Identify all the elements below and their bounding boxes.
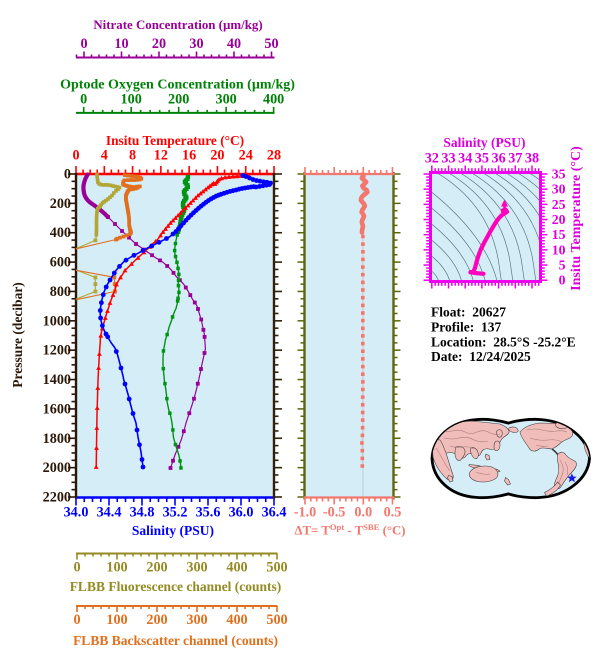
svg-text:1600: 1600 — [43, 401, 71, 417]
svg-text:36: 36 — [492, 151, 506, 167]
svg-text:4: 4 — [101, 148, 108, 164]
svg-text:35.2: 35.2 — [163, 505, 188, 521]
svg-text:24: 24 — [239, 148, 253, 164]
svg-text:36.0: 36.0 — [229, 505, 254, 521]
svg-text:2200: 2200 — [43, 489, 71, 505]
svg-text:-1.0: -1.0 — [294, 505, 316, 521]
svg-text:Salinity (PSU): Salinity (PSU) — [443, 135, 525, 150]
svg-text:0: 0 — [73, 612, 80, 628]
svg-text:0: 0 — [80, 92, 87, 108]
svg-text:0: 0 — [73, 560, 80, 576]
svg-text:10: 10 — [552, 242, 566, 257]
svg-text:10: 10 — [114, 36, 128, 52]
svg-text:600: 600 — [50, 255, 71, 271]
svg-text:0: 0 — [559, 273, 566, 288]
svg-text:30: 30 — [552, 182, 566, 197]
svg-text:0: 0 — [80, 36, 87, 52]
svg-text:Optode Oxygen Concentration (µ: Optode Oxygen Concentration (µm/kg) — [60, 78, 295, 93]
svg-text:0.0: 0.0 — [354, 505, 372, 521]
svg-text:30: 30 — [189, 36, 203, 52]
svg-text:500: 500 — [266, 612, 287, 628]
svg-text:40: 40 — [227, 36, 241, 52]
svg-text:0: 0 — [64, 167, 71, 183]
svg-text:300: 300 — [215, 92, 236, 108]
svg-text:100: 100 — [106, 560, 127, 576]
svg-text:35: 35 — [552, 166, 566, 181]
svg-text:33: 33 — [441, 151, 455, 167]
svg-text:400: 400 — [263, 92, 284, 108]
svg-text:400: 400 — [50, 225, 71, 241]
svg-text:Profile: 137: Profile: 137 — [431, 319, 501, 334]
svg-text:34.4: 34.4 — [97, 505, 122, 521]
svg-text:Nitrate Concentration (µm/kg): Nitrate Concentration (µm/kg) — [93, 18, 262, 32]
svg-text:32: 32 — [425, 151, 439, 167]
svg-text:2000: 2000 — [43, 460, 71, 476]
svg-text:1400: 1400 — [43, 372, 71, 388]
svg-text:34: 34 — [458, 151, 472, 167]
svg-text:0: 0 — [72, 148, 79, 164]
svg-text:100: 100 — [121, 92, 142, 108]
svg-text:1800: 1800 — [43, 431, 71, 447]
svg-text:1000: 1000 — [43, 313, 71, 329]
svg-text:FLBB Backscatter channel (coun: FLBB Backscatter channel (counts) — [73, 633, 278, 648]
svg-text:8: 8 — [129, 148, 136, 164]
svg-text:200: 200 — [146, 560, 167, 576]
svg-text:38: 38 — [525, 151, 539, 167]
svg-text:36.4: 36.4 — [262, 505, 287, 521]
svg-text:Insitu Temperature (°C): Insitu Temperature (°C) — [569, 146, 584, 291]
svg-text:34.8: 34.8 — [130, 505, 155, 521]
svg-text:Insitu Temperature (°C): Insitu Temperature (°C) — [106, 133, 244, 148]
svg-text:12: 12 — [154, 148, 168, 164]
svg-text:100: 100 — [106, 612, 127, 628]
svg-text:16: 16 — [182, 148, 196, 164]
svg-text:Pressure (decibar): Pressure (decibar) — [10, 282, 25, 388]
svg-text:Float: 20627: Float: 20627 — [431, 305, 506, 320]
svg-text:-0.5: -0.5 — [323, 505, 345, 521]
svg-text:Location: 28.5°S -25.2°E: Location: 28.5°S -25.2°E — [431, 334, 576, 349]
svg-text:1200: 1200 — [43, 343, 71, 359]
svg-text:800: 800 — [50, 284, 71, 300]
svg-text:20: 20 — [152, 36, 166, 52]
svg-text:200: 200 — [50, 196, 71, 212]
svg-text:5: 5 — [559, 257, 566, 272]
svg-text:20: 20 — [552, 212, 566, 227]
svg-text:34.0: 34.0 — [64, 505, 89, 521]
svg-text:FLBB Fluorescence channel (cou: FLBB Fluorescence channel (counts) — [70, 579, 282, 594]
svg-text:15: 15 — [552, 227, 566, 242]
svg-text:0.5: 0.5 — [384, 505, 402, 521]
svg-text:28: 28 — [267, 148, 281, 164]
svg-text:25: 25 — [552, 197, 566, 212]
svg-text:500: 500 — [266, 560, 287, 576]
svg-text:Date: 12/24/2025: Date: 12/24/2025 — [431, 349, 531, 364]
svg-text:400: 400 — [226, 612, 247, 628]
svg-text:300: 300 — [186, 612, 207, 628]
svg-text:50: 50 — [264, 36, 278, 52]
svg-text:300: 300 — [186, 560, 207, 576]
svg-text:37: 37 — [508, 151, 522, 167]
svg-text:ΔT= TOpt - TSBE (°C): ΔT= TOpt - TSBE (°C) — [295, 522, 406, 538]
svg-text:400: 400 — [226, 560, 247, 576]
svg-text:200: 200 — [146, 612, 167, 628]
svg-text:20: 20 — [210, 148, 224, 164]
svg-text:35.6: 35.6 — [196, 505, 221, 521]
svg-text:35: 35 — [475, 151, 489, 167]
svg-text:Salinity (PSU): Salinity (PSU) — [132, 523, 214, 538]
svg-text:200: 200 — [168, 92, 189, 108]
